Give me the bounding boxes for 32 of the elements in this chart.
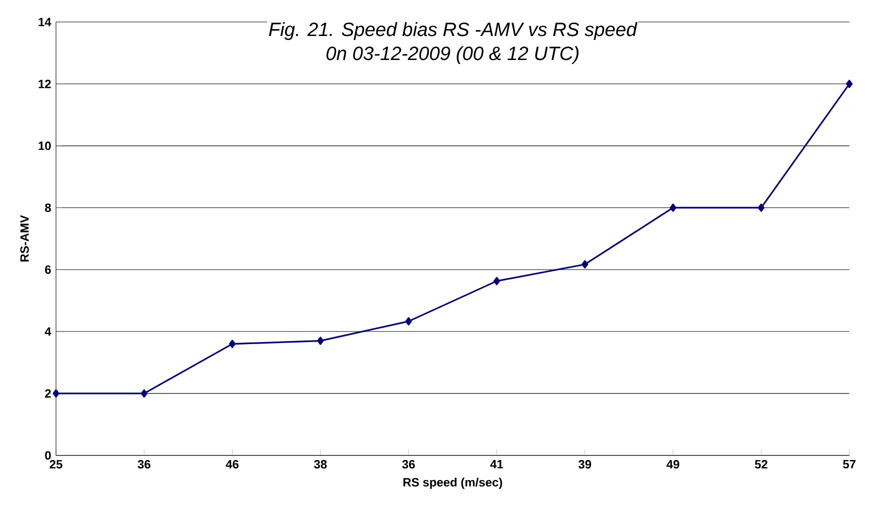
x-axis-title: RS speed (m/sec) <box>403 478 502 489</box>
point <box>758 204 764 212</box>
point <box>405 317 412 326</box>
y-tick-label: 12 <box>38 80 51 88</box>
y-tick-label: 8 <box>44 203 51 212</box>
y-tick-label: 0 <box>45 451 51 460</box>
point <box>493 276 500 286</box>
x-tick-label: 36 <box>138 460 150 469</box>
x-tick-label: 52 <box>754 460 768 469</box>
y-tick-label: 6 <box>45 265 51 274</box>
x-tick-label: 49 <box>666 460 680 469</box>
point <box>229 340 236 348</box>
point <box>582 260 588 268</box>
y-tick-label: 2 <box>45 389 51 398</box>
x-tick-label: 38 <box>314 460 327 469</box>
point <box>670 204 676 212</box>
y-tick-label: 14 <box>38 18 52 26</box>
point <box>317 336 324 345</box>
x-tick-label: 41 <box>490 460 504 468</box>
y-tick-label: 4 <box>44 327 52 336</box>
point <box>846 80 853 88</box>
x-tick-label: 25 <box>50 460 62 469</box>
y-tick-label: 10 <box>38 142 51 150</box>
x-tick-label: 57 <box>843 460 856 468</box>
point <box>140 389 148 398</box>
x-tick-label: 36 <box>402 460 415 469</box>
point <box>52 389 60 398</box>
text: 0n 03-12-2009 (00 & 12 UTC) <box>326 46 578 64</box>
x-tick-label: 46 <box>226 460 239 469</box>
x-tick-label: 39 <box>578 460 592 469</box>
y-axis-title: RS-AMV <box>20 215 29 262</box>
chart-title: Fig. 21. Speed bias RS -AMV vs RS speed <box>268 22 638 40</box>
